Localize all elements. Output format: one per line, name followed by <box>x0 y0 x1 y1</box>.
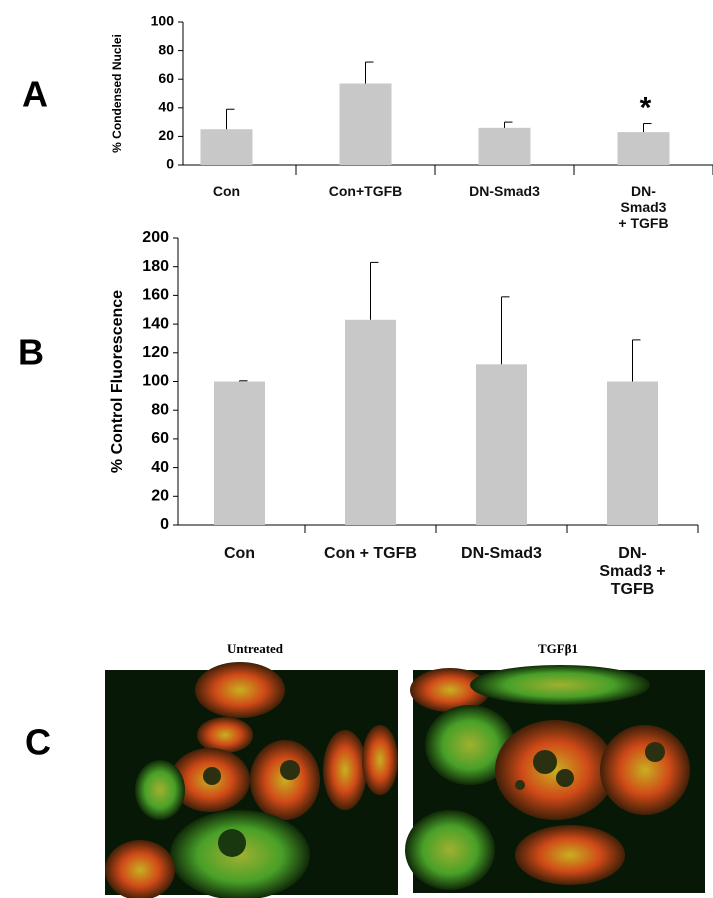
micrograph <box>105 662 398 898</box>
panel-label: A <box>22 74 48 115</box>
y-tick-label: 60 <box>158 70 174 86</box>
y-tick-label: 0 <box>160 516 169 533</box>
bar <box>478 127 531 165</box>
y-axis-label: % Control Fluorescence <box>109 290 126 473</box>
x-tick-label: DN-Smad3 <box>469 183 540 199</box>
x-tick-label: Con + TGFB <box>324 545 417 562</box>
x-tick-label: DN-Smad3 <box>461 545 542 562</box>
x-tick-label: DN-Smad3 + TGFB <box>599 545 666 598</box>
y-tick-label: 160 <box>142 287 169 304</box>
y-tick-label: 60 <box>151 430 169 447</box>
panel-label: B <box>18 332 44 373</box>
bar <box>607 381 658 525</box>
x-tick-label: Con <box>223 545 256 562</box>
y-tick-label: 0 <box>166 156 174 172</box>
y-tick-label: 100 <box>142 373 169 390</box>
y-tick-label: 180 <box>142 258 169 275</box>
bar <box>339 83 392 165</box>
y-tick-label: 140 <box>142 315 169 332</box>
y-tick-label: 200 <box>142 229 169 246</box>
y-tick-label: 40 <box>151 459 169 476</box>
bar <box>200 129 253 165</box>
y-tick-label: 20 <box>151 488 169 505</box>
bar <box>345 319 396 525</box>
y-tick-label: 80 <box>151 401 169 418</box>
panel-label: C <box>25 722 51 763</box>
bar <box>617 132 670 165</box>
bar <box>476 364 527 525</box>
image-caption: TGFβ1 <box>538 641 578 656</box>
bar <box>214 381 265 525</box>
y-tick-label: 20 <box>158 127 174 143</box>
y-tick-label: 40 <box>158 99 174 115</box>
y-tick-label: 80 <box>158 41 174 57</box>
micrograph <box>405 665 705 893</box>
y-tick-label: 120 <box>142 344 169 361</box>
y-tick-label: 100 <box>151 13 175 29</box>
image-caption: Untreated <box>227 641 284 656</box>
y-axis-label: % Condensed Nuclei <box>110 34 124 153</box>
x-tick-label: Con+TGFB <box>328 183 403 199</box>
x-tick-label: Con <box>212 183 241 199</box>
annotation: * <box>640 91 652 124</box>
x-tick-label: DN-Smad3 + TGFB <box>618 183 669 231</box>
